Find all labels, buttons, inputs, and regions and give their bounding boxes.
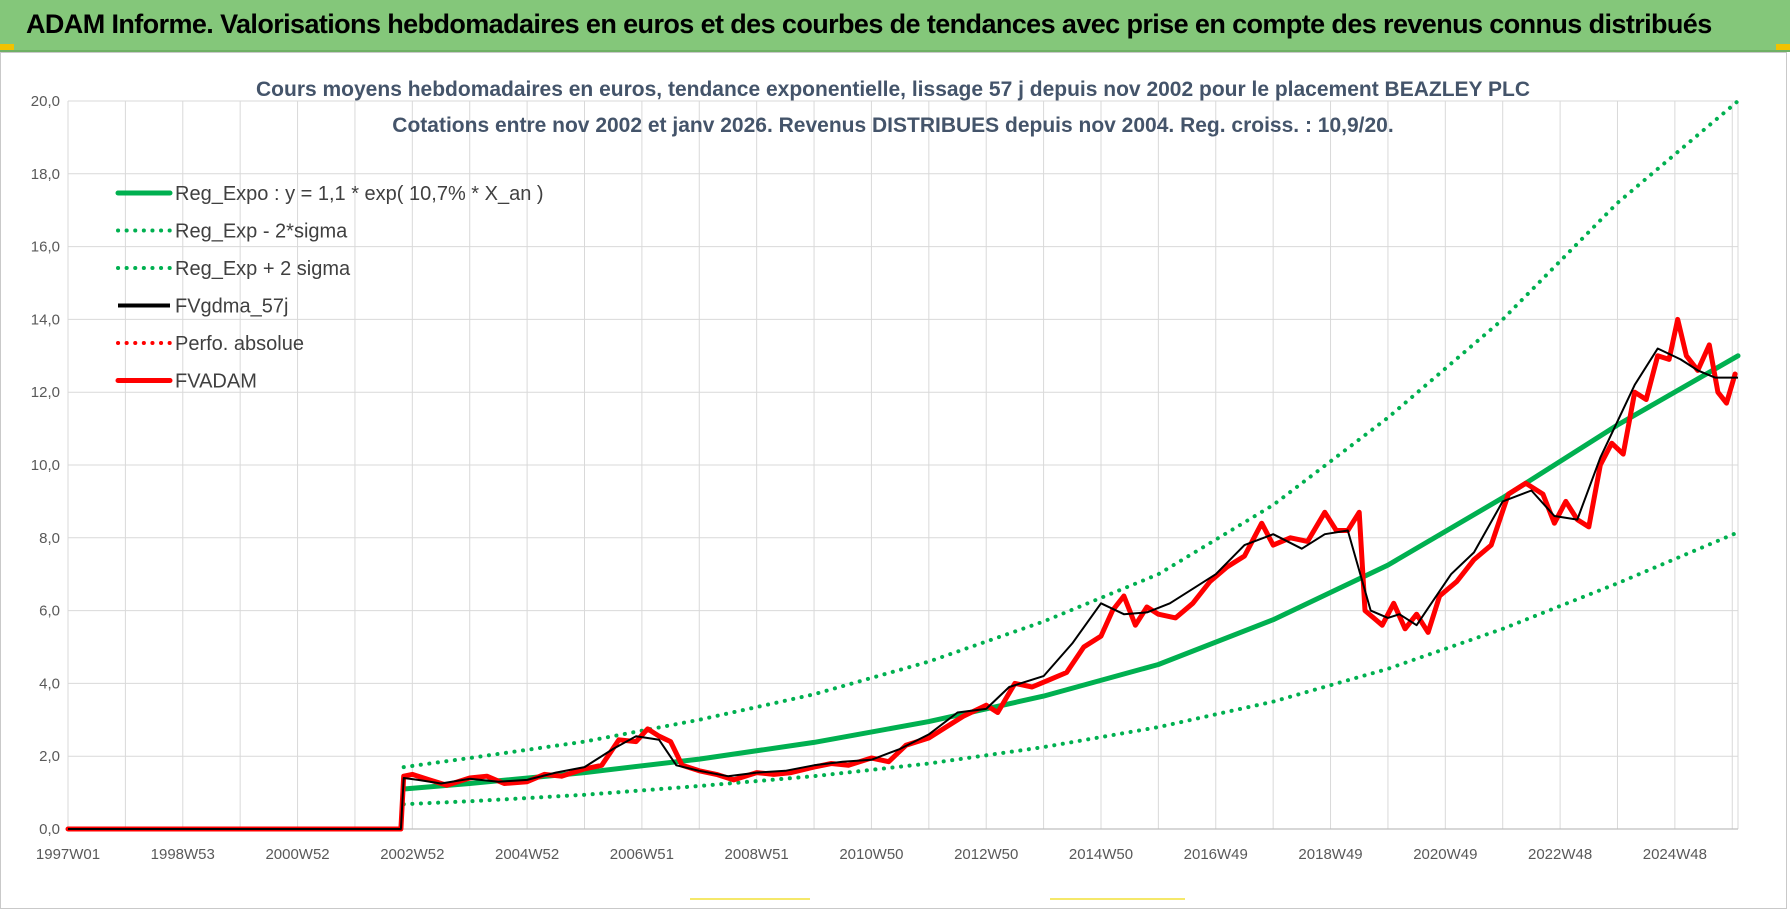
series-fvadam <box>65 316 1738 832</box>
y-tick-label: 4,0 <box>39 675 60 692</box>
corner-mark-right <box>1776 44 1790 50</box>
x-tick-label: 2012W50 <box>954 846 1018 863</box>
x-tick-label: 2014W50 <box>1069 846 1133 863</box>
series-layer <box>65 99 1741 832</box>
legend: Reg_Expo : y = 1,1 * exp( 10,7% * X_an )… <box>115 183 544 393</box>
series-reg_expo <box>401 353 1741 792</box>
y-tick-label: 12,0 <box>31 384 60 401</box>
grid-lines <box>67 100 1739 829</box>
chart-title-line2: Cotations entre nov 2002 et janv 2026. R… <box>392 114 1393 137</box>
x-tick-label: 2006W51 <box>610 846 674 863</box>
x-tick-label: 2008W51 <box>725 846 789 863</box>
axes: 0,0 2,0 4,0 6,0 8,0 10,0 12,0 14,0 16,0 18,0 20,0 1… <box>31 93 1738 863</box>
x-tick-label: 2002W52 <box>380 846 444 863</box>
page-title: ADAM Informe. Valorisations hebdomadaire… <box>26 9 1712 39</box>
legend-label-perfo: Perfo. absolue <box>175 333 304 355</box>
x-tick-label: 2022W48 <box>1528 846 1592 863</box>
bottom-accent-2 <box>1050 898 1185 900</box>
y-tick-label: 18,0 <box>31 166 60 183</box>
x-tick-label: 2020W49 <box>1413 846 1477 863</box>
x-tick-label: 2000W52 <box>265 846 329 863</box>
series-reg_minus <box>401 530 1740 807</box>
bottom-accent-1 <box>690 898 810 900</box>
header-banner: ADAM Informe. Valorisations hebdomadaire… <box>0 0 1790 52</box>
x-tick-label: 2024W48 <box>1643 846 1707 863</box>
series-fvgdma <box>68 347 1738 830</box>
legend-label-fvadam: FVADAM <box>175 371 257 393</box>
legend-label-reg_plus: Reg_Exp + 2 sigma <box>175 258 351 280</box>
y-tick-label: 16,0 <box>31 239 60 256</box>
corner-mark-left <box>0 44 14 50</box>
x-tick-label: 2010W50 <box>839 846 903 863</box>
legend-label-fvgdma: FVgdma_57j <box>175 296 288 318</box>
chart-frame <box>0 52 1787 909</box>
y-tick-label: 2,0 <box>39 748 60 765</box>
x-tick-label: 1997W01 <box>36 846 100 863</box>
x-tick-label: 2016W49 <box>1184 846 1248 863</box>
x-tick-label: 2004W52 <box>495 846 559 863</box>
legend-label-reg_minus: Reg_Exp - 2*sigma <box>175 221 348 243</box>
legend-label-reg_expo: Reg_Expo : y = 1,1 * exp( 10,7% * X_an ) <box>175 183 544 205</box>
series-reg_plus <box>401 99 1740 770</box>
x-tick-label: 1998W53 <box>151 846 215 863</box>
y-tick-label: 0,0 <box>39 821 60 838</box>
y-tick-label: 14,0 <box>31 311 60 328</box>
y-tick-label: 20,0 <box>31 93 60 110</box>
x-tick-label: 2018W49 <box>1298 846 1362 863</box>
y-tick-label: 10,0 <box>31 457 60 474</box>
y-tick-label: 8,0 <box>39 530 60 547</box>
y-tick-label: 6,0 <box>39 603 60 620</box>
chart-title-line1: Cours moyens hebdomadaires en euros, ten… <box>256 78 1530 101</box>
